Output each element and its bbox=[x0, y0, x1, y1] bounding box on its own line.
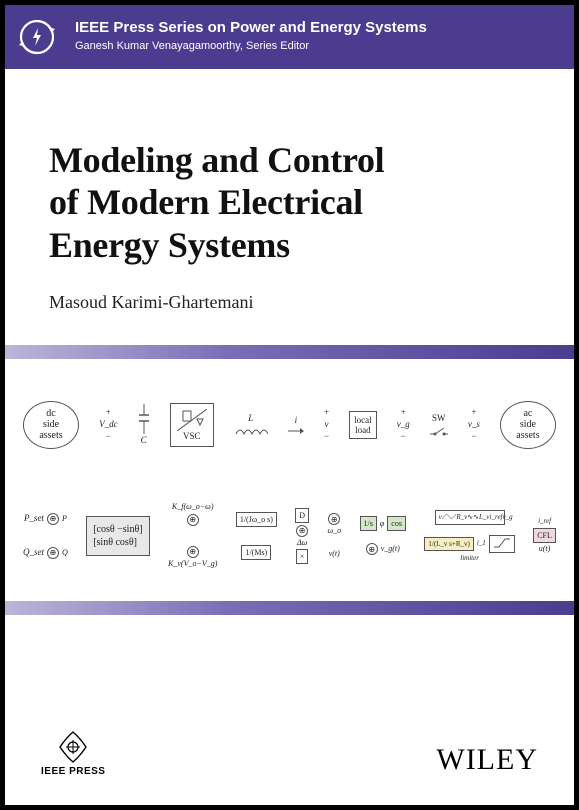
ut-label: u(t) bbox=[539, 545, 551, 554]
p-label: P bbox=[62, 515, 67, 524]
pset-label: P_set bbox=[24, 514, 44, 524]
footer: IEEE PRESS WILEY bbox=[5, 706, 574, 805]
wo-label: ω_o bbox=[327, 527, 341, 536]
dc-l2: side bbox=[43, 419, 59, 430]
mult-block: × bbox=[296, 549, 309, 564]
series-editor: Ganesh Kumar Venayagamoorthy, Series Edi… bbox=[75, 39, 574, 54]
one-s-block: 1/s bbox=[360, 516, 377, 531]
phi-label: φ bbox=[380, 520, 384, 529]
title-line-1: Modeling and Control bbox=[49, 140, 384, 180]
energy-cycle-icon bbox=[5, 5, 69, 69]
l-label: L bbox=[248, 414, 253, 424]
diagram-content: dc side assets + V_dc − C VSC bbox=[17, 359, 562, 601]
local-label: local bbox=[354, 415, 372, 425]
series-header-text: IEEE Press Series on Power and Energy Sy… bbox=[69, 5, 574, 69]
vs-label: v_s bbox=[468, 420, 480, 430]
author-name: Masoud Karimi-Ghartemani bbox=[49, 292, 530, 313]
inductor-icon bbox=[234, 426, 268, 436]
series-title: IEEE Press Series on Power and Energy Sy… bbox=[75, 19, 574, 37]
cos-block: cos bbox=[387, 516, 406, 531]
minus-2: − bbox=[324, 432, 329, 442]
i1-label: i_1 bbox=[477, 540, 486, 548]
dc-l3: assets bbox=[39, 430, 62, 441]
rlc-strip: v ⟋⟍⟋ R_v ∿∿ L_v i_ref v_g bbox=[435, 510, 505, 525]
sum-3: ⊕ bbox=[187, 514, 199, 526]
title-line-2: of Modern Electrical bbox=[49, 182, 363, 222]
qset-label: Q_set bbox=[23, 548, 44, 558]
load-label: load bbox=[355, 425, 371, 435]
mat-r1: cosθ −sinθ bbox=[97, 524, 140, 535]
ac-l1: ac bbox=[523, 408, 532, 419]
purple-strip-top bbox=[5, 345, 574, 359]
limiter-label: limiter bbox=[460, 555, 479, 563]
iref2-label: i_ref bbox=[538, 518, 551, 526]
ieee-text: IEEE PRESS bbox=[41, 766, 105, 777]
plus-4: + bbox=[471, 408, 476, 418]
vgt-label: v_g(t) bbox=[381, 545, 400, 554]
sum-2: ⊕ bbox=[47, 547, 59, 559]
switch-icon bbox=[430, 426, 448, 436]
iref-sym: i_ref bbox=[490, 513, 503, 521]
vg2-sym: v_g bbox=[503, 513, 513, 521]
block-diagram-row: P_set ⊕ P Q_set ⊕ Q [cosθ −sinθ] [sinθ c… bbox=[23, 484, 556, 587]
d-block: D bbox=[295, 508, 309, 523]
sum-4: ⊕ bbox=[187, 546, 199, 558]
minus-3: − bbox=[401, 432, 406, 442]
vsc-label: VSC bbox=[183, 431, 201, 441]
igbt-icon bbox=[177, 409, 207, 431]
plus-3: + bbox=[401, 408, 406, 418]
vdc-label: V_dc bbox=[99, 420, 118, 430]
ac-l2: side bbox=[520, 419, 536, 430]
wiley-logo: WILEY bbox=[436, 743, 538, 777]
cap-label: C bbox=[141, 436, 147, 446]
purple-strip-bottom bbox=[5, 601, 574, 615]
sw-label: SW bbox=[432, 414, 446, 424]
rv-sym: R_v bbox=[456, 513, 467, 521]
kv-label: K_v(V_o−V_g) bbox=[168, 560, 217, 569]
rotation-matrix: [cosθ −sinθ] [sinθ cosθ] bbox=[86, 516, 149, 556]
kf-label: K_f(ω_o−ω) bbox=[172, 503, 214, 512]
i-label: i bbox=[295, 416, 298, 426]
circuit-row: dc side assets + V_dc − C VSC bbox=[23, 373, 556, 476]
lv-sym: L_v bbox=[479, 513, 490, 521]
sum-1: ⊕ bbox=[47, 513, 59, 525]
dc-assets-oval: dc side assets bbox=[23, 401, 79, 449]
ac-assets-oval: ac side assets bbox=[500, 401, 556, 449]
capacitor-icon bbox=[138, 404, 150, 434]
diagram-area: dc side assets + V_dc − C VSC bbox=[5, 345, 574, 615]
title-block: Modeling and Control of Modern Electrica… bbox=[5, 69, 574, 335]
dw-label: Δω bbox=[297, 539, 307, 548]
title-line-3: Energy Systems bbox=[49, 225, 290, 265]
ac-l3: assets bbox=[516, 430, 539, 441]
plus-2: + bbox=[324, 408, 329, 418]
limiter-block bbox=[489, 535, 515, 553]
sum-7: ⊕ bbox=[366, 543, 378, 555]
mat-r2: sinθ cosθ bbox=[97, 537, 134, 548]
ms-block: 1/(Ms) bbox=[241, 545, 271, 560]
q-label: Q bbox=[62, 549, 68, 558]
minus-4: − bbox=[471, 432, 476, 442]
tf-block: 1/(L_v s+R_v) bbox=[424, 537, 473, 551]
ieee-press-logo: IEEE PRESS bbox=[41, 730, 105, 777]
series-header-band: IEEE Press Series on Power and Energy Sy… bbox=[5, 5, 574, 69]
cfl-block: CFL bbox=[533, 528, 556, 543]
dc-l1: dc bbox=[46, 408, 55, 419]
arrow-icon bbox=[288, 428, 304, 434]
plus-1: + bbox=[106, 408, 111, 418]
v-label: v bbox=[325, 420, 329, 430]
jwos-block: 1/(Jω_o s) bbox=[236, 512, 277, 527]
vsc-block: VSC bbox=[170, 403, 214, 447]
book-title: Modeling and Control of Modern Electrica… bbox=[49, 139, 530, 266]
sum-6: ⊕ bbox=[328, 513, 340, 525]
local-load-block: local load bbox=[349, 411, 377, 439]
sum-5: ⊕ bbox=[296, 525, 308, 537]
vt-label: v(t) bbox=[329, 550, 340, 559]
minus-1: − bbox=[106, 432, 111, 442]
book-cover: IEEE Press Series on Power and Energy Sy… bbox=[5, 5, 574, 805]
vg-label: v_g bbox=[397, 420, 410, 430]
